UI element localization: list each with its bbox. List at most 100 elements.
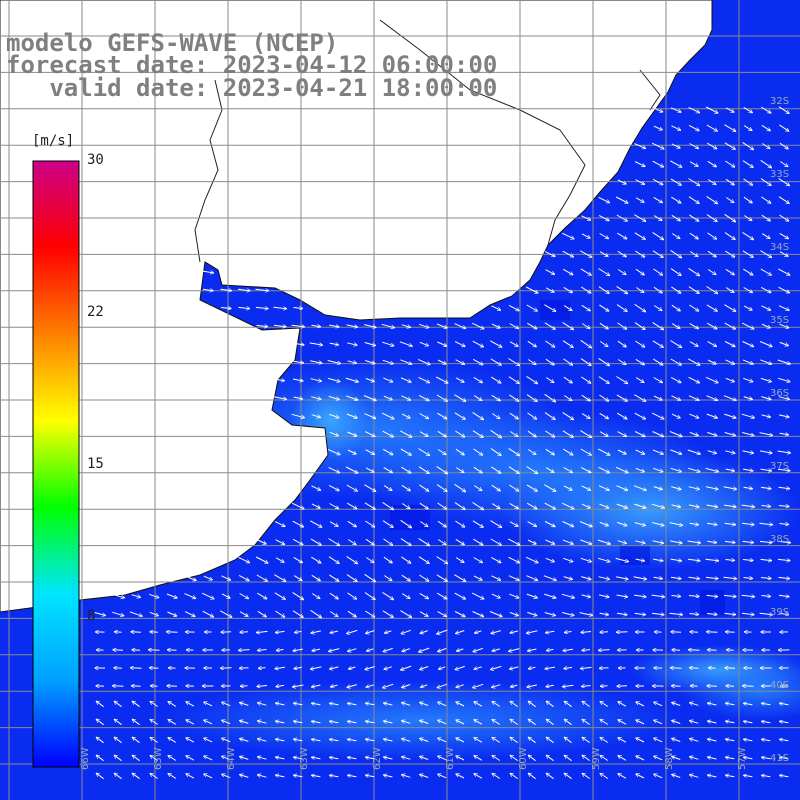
wind-arrow xyxy=(132,773,140,780)
wind-arrow xyxy=(529,667,536,669)
wind-arrow xyxy=(705,577,718,578)
wind-arrow xyxy=(654,774,663,779)
wind-arrow xyxy=(509,521,518,527)
wind-arrow xyxy=(131,594,141,598)
wind-arrow xyxy=(671,125,681,130)
wind-arrow xyxy=(617,431,627,437)
wind-arrow xyxy=(669,613,683,614)
wind-arrow xyxy=(599,650,610,651)
wind-arrow xyxy=(600,632,609,633)
wind-arrow xyxy=(364,502,375,509)
wind-arrow xyxy=(310,609,322,617)
wind-arrow xyxy=(671,486,681,490)
wind-arrow xyxy=(760,450,772,453)
wind-arrow xyxy=(437,449,446,455)
wind-arrow xyxy=(762,775,771,776)
wind-arrow xyxy=(114,755,122,762)
wind-arrow xyxy=(419,502,428,509)
wind-arrow xyxy=(528,701,536,708)
wind-arrow xyxy=(653,358,662,365)
wind-arrow xyxy=(437,341,446,346)
wind-arrow xyxy=(330,703,339,704)
wind-arrow xyxy=(329,574,338,581)
wind-arrow xyxy=(582,701,590,708)
wind-arrow xyxy=(653,577,663,578)
wind-arrow xyxy=(508,556,520,562)
wind-arrow xyxy=(509,323,519,329)
wind-arrow xyxy=(330,631,339,633)
wind-arrow xyxy=(633,485,646,491)
wind-arrow xyxy=(688,596,699,597)
wind-arrow xyxy=(599,412,609,418)
wind-arrow xyxy=(311,630,322,633)
wind-arrow xyxy=(707,250,716,257)
wind-arrow xyxy=(528,649,537,651)
wind-arrow xyxy=(132,719,140,726)
wind-arrow xyxy=(150,738,158,743)
wind-arrow xyxy=(545,467,554,473)
wind-arrow xyxy=(652,321,664,329)
wind-arrow xyxy=(186,720,195,725)
wind-arrow xyxy=(726,775,735,777)
wind-arrow xyxy=(204,702,213,707)
wind-arrow xyxy=(780,721,789,722)
wind-arrow xyxy=(705,376,718,382)
wind-arrow xyxy=(366,557,373,563)
wind-arrow xyxy=(545,287,554,292)
wind-arrow xyxy=(669,522,683,526)
wind-arrow xyxy=(741,523,754,524)
wind-arrow xyxy=(384,666,392,670)
wind-arrow xyxy=(742,432,754,436)
latitude-labels: 32S 33S 34S 35S 36S 37S 38S 39S 40S 41S xyxy=(770,96,789,764)
wind-arrow xyxy=(652,540,664,543)
wind-arrow xyxy=(779,341,788,345)
wind-arrow xyxy=(420,521,427,527)
wind-arrow xyxy=(634,613,646,614)
wind-arrow xyxy=(563,286,573,292)
wind-arrow xyxy=(401,629,411,633)
wind-arrow xyxy=(255,307,268,308)
lon-label: 60W xyxy=(518,747,529,770)
wind-arrow xyxy=(456,738,465,743)
wind-arrow xyxy=(365,520,374,527)
wind-arrow xyxy=(292,520,304,527)
wind-arrow xyxy=(508,466,519,474)
wind-arrow xyxy=(616,304,627,312)
wind-arrow xyxy=(777,450,791,453)
wind-arrow xyxy=(383,466,393,472)
wind-arrow xyxy=(490,448,501,456)
wind-arrow xyxy=(330,775,339,776)
wind-arrow xyxy=(312,593,319,599)
wind-arrow xyxy=(618,756,627,761)
wind-arrow xyxy=(653,377,663,383)
wind-arrow xyxy=(238,307,250,308)
wind-arrow xyxy=(761,396,771,400)
wind-arrow xyxy=(545,430,554,437)
wind-arrow xyxy=(473,395,482,401)
wind-arrow xyxy=(670,540,682,543)
wind-arrow xyxy=(527,630,538,633)
wind-arrow xyxy=(295,631,302,632)
wind-arrow xyxy=(581,233,590,238)
wind-arrow xyxy=(491,503,500,509)
wind-arrow xyxy=(723,486,737,489)
wind-arrow xyxy=(723,577,737,578)
wind-arrow xyxy=(742,560,753,561)
wind-arrow xyxy=(761,323,770,328)
wind-arrow xyxy=(490,340,501,347)
wind-arrow xyxy=(240,721,249,724)
wind-arrow xyxy=(742,341,754,347)
wind-arrow xyxy=(364,413,376,419)
wind-arrow xyxy=(311,485,321,490)
wind-arrow xyxy=(580,250,591,257)
wind-arrow xyxy=(580,448,591,455)
wind-arrow xyxy=(384,739,393,741)
wind-arrow xyxy=(689,322,699,328)
wind-arrow xyxy=(652,340,663,347)
wind-arrow xyxy=(526,394,537,402)
wind-arrow xyxy=(634,595,646,597)
wind-arrow xyxy=(546,737,554,744)
wind-arrow xyxy=(492,684,501,688)
wind-arrow xyxy=(760,159,772,167)
wind-arrow xyxy=(546,377,553,383)
